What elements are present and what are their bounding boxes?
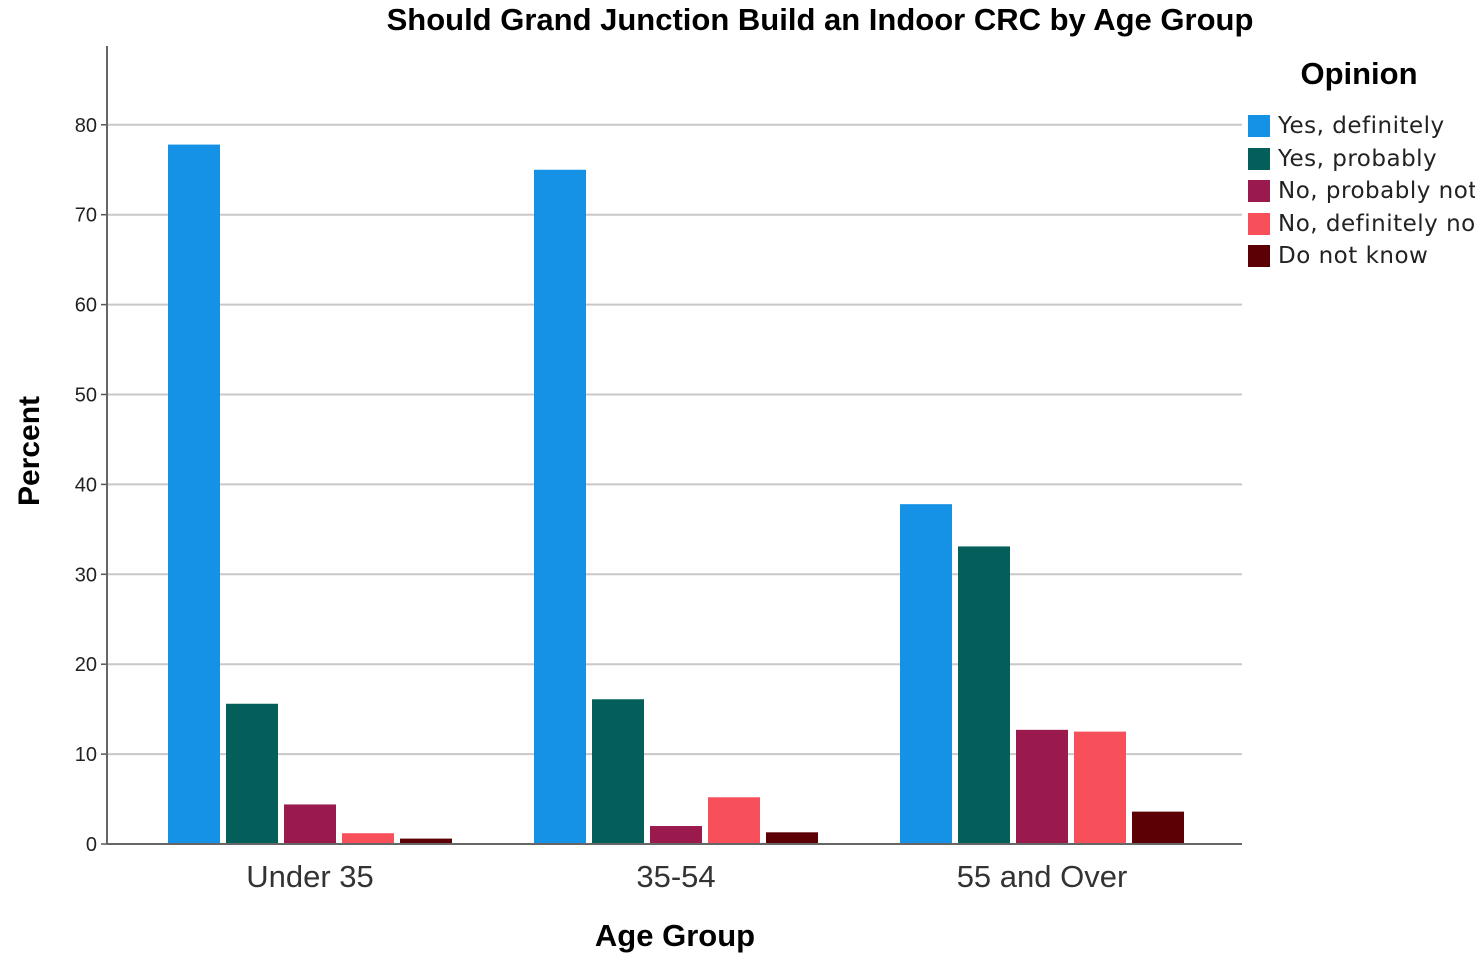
- bar-yes-probably-35-54: [592, 699, 644, 844]
- legend-label: Do not know: [1278, 243, 1429, 270]
- bar-do-not-know-55-and-over: [1132, 811, 1184, 844]
- legend-items: Yes, definitely Yes, probably No, probably…: [1244, 110, 1475, 273]
- bar-yes-definitely-55-and-over: [900, 504, 952, 844]
- bar-no-probably-not-under-35: [284, 804, 336, 844]
- legend-label: No, probably not: [1278, 178, 1475, 205]
- y-axis-label: Percent: [13, 395, 46, 507]
- y-tick-label: 40: [75, 474, 97, 496]
- bar-do-not-know-under-35: [400, 838, 452, 844]
- legend-label: Yes, definitely: [1278, 113, 1445, 140]
- legend-swatch: [1248, 180, 1270, 203]
- bar-no-probably-not-35-54: [650, 826, 702, 844]
- legend-item: No, probably not: [1244, 175, 1475, 208]
- bar-yes-definitely-35-54: [534, 169, 586, 844]
- bar-no-definitely-not-35-54: [708, 797, 760, 844]
- x-tick-label: 55 and Over: [957, 859, 1128, 894]
- legend: Opinion Yes, definitely Yes, probably No, …: [1244, 56, 1475, 273]
- y-tick-label: 10: [75, 744, 97, 766]
- legend-swatch: [1248, 245, 1270, 268]
- chart-title: Should Grand Junction Build an Indoor CR…: [386, 2, 1254, 37]
- legend-item: Do not know: [1244, 240, 1474, 273]
- legend-label: No, definitely not: [1278, 210, 1475, 237]
- legend-swatch: [1248, 147, 1270, 170]
- bars: [168, 144, 1184, 844]
- legend-item: Yes, probably: [1244, 143, 1474, 176]
- y-tick-label: 70: [75, 205, 97, 227]
- y-tick-label: 50: [75, 385, 97, 407]
- legend-item: No, definitely not: [1244, 208, 1475, 241]
- legend-item: Yes, definitely: [1244, 110, 1474, 143]
- axes: 0 10 20 30 40 50 60 70 80 Under 35 35-54 55 and Ove…: [75, 46, 1242, 894]
- bar-do-not-know-35-54: [766, 832, 818, 844]
- legend-label: Yes, probably: [1278, 145, 1438, 172]
- legend-swatch: [1248, 115, 1270, 138]
- y-tick-label: 60: [75, 295, 97, 317]
- x-axis-label: Age Group: [594, 918, 756, 953]
- y-tick-label: 80: [75, 115, 97, 137]
- bar-no-definitely-not-55-and-over: [1074, 731, 1126, 844]
- legend-title: Opinion: [1300, 56, 1418, 91]
- legend-swatch: [1248, 212, 1270, 235]
- bar-yes-probably-under-35: [226, 703, 278, 844]
- gridlines: [107, 123, 1242, 756]
- bar-yes-probably-55-and-over: [958, 546, 1010, 844]
- bar-yes-definitely-under-35: [168, 144, 220, 844]
- bar-no-probably-not-55-and-over: [1016, 729, 1068, 844]
- x-tick-label: Under 35: [246, 859, 374, 894]
- y-tick-label: 0: [86, 834, 97, 856]
- bar-no-definitely-not-under-35: [342, 833, 394, 844]
- y-tick-label: 20: [75, 654, 97, 676]
- x-tick-label: 35-54: [636, 859, 715, 894]
- y-tick-label: 30: [75, 564, 97, 586]
